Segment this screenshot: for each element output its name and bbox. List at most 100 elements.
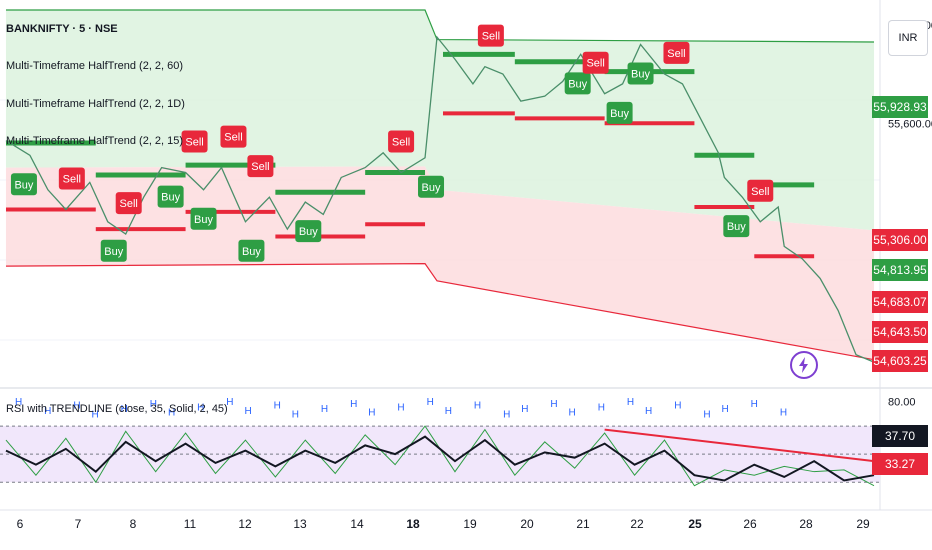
time-tick-label: 11 bbox=[184, 517, 197, 531]
signal-label: Buy bbox=[299, 226, 318, 238]
signal-buy: Buy bbox=[564, 72, 591, 95]
signal-box bbox=[723, 215, 750, 238]
time-tick-label: 8 bbox=[130, 517, 137, 531]
signal-box bbox=[58, 167, 85, 190]
time-tick-label: 7 bbox=[75, 517, 82, 531]
time-tick-label: 26 bbox=[743, 517, 757, 531]
signal-box bbox=[157, 185, 184, 208]
rsi-pivot-high: H bbox=[427, 397, 434, 408]
signal-box bbox=[663, 41, 690, 64]
signal-box bbox=[627, 62, 654, 85]
rsi-pivot-high: H bbox=[368, 408, 375, 419]
signal-box bbox=[10, 173, 37, 196]
time-tick-label: 13 bbox=[293, 517, 307, 531]
signal-label: Sell bbox=[667, 48, 685, 60]
rsi-legend[interactable]: RSI with TRENDLINE (close, 35, Solid, 2,… bbox=[6, 403, 228, 415]
rsi-pivot-high: H bbox=[627, 397, 634, 408]
signal-buy: Buy bbox=[10, 173, 37, 196]
signal-label: Buy bbox=[568, 78, 587, 90]
time-tick-label: 22 bbox=[630, 517, 644, 531]
signal-buy: Buy bbox=[606, 101, 633, 124]
signal-sell: Sell bbox=[582, 51, 609, 74]
signal-buy: Buy bbox=[238, 239, 265, 262]
price-tag: 54,813.95 bbox=[872, 259, 928, 281]
currency-button[interactable]: INR bbox=[888, 20, 928, 56]
ht60-bear-fill bbox=[5, 166, 875, 360]
rsi-pivot-high: H bbox=[150, 399, 157, 410]
time-tick-label: 6 bbox=[17, 517, 24, 531]
signal-label: Sell bbox=[120, 198, 138, 210]
time-tick-label: 20 bbox=[520, 517, 534, 531]
time-tick-label: 28 bbox=[799, 517, 813, 531]
indicator-legend-15[interactable]: Multi-Timeframe HalfTrend (2, 2, 15) bbox=[6, 135, 184, 147]
indicator-legend-1d[interactable]: Multi-Timeframe HalfTrend (2, 2, 1D) bbox=[6, 98, 185, 110]
signal-sell: Sell bbox=[663, 41, 690, 64]
signal-sell: Sell bbox=[247, 155, 274, 178]
signal-label: Buy bbox=[242, 246, 261, 258]
rsi-pivot-high: H bbox=[226, 397, 233, 408]
signal-box bbox=[418, 175, 445, 198]
rsi-trendline bbox=[604, 428, 875, 463]
signal-box bbox=[220, 125, 247, 148]
price-tag: 55,306.00 bbox=[872, 229, 928, 251]
signal-label: Sell bbox=[63, 173, 81, 185]
signal-sell: Sell bbox=[115, 192, 142, 215]
rsi-pivot-high: H bbox=[474, 401, 481, 412]
signal-box bbox=[100, 239, 127, 262]
signal-label: Buy bbox=[422, 182, 441, 194]
time-tick-label: 21 bbox=[576, 517, 590, 531]
rsi-pivot-high: H bbox=[91, 409, 98, 420]
rsi-value-tag: 33.27 bbox=[872, 453, 928, 475]
signal-label: Buy bbox=[194, 214, 213, 226]
time-tick-label: 12 bbox=[238, 517, 252, 531]
signal-label: Buy bbox=[161, 192, 180, 204]
signal-label: Buy bbox=[14, 179, 33, 191]
rsi-pivot-high: H bbox=[780, 408, 787, 419]
signal-box bbox=[477, 24, 504, 47]
signal-sell: Sell bbox=[388, 130, 415, 153]
time-tick-label: 25 bbox=[688, 517, 702, 531]
signal-label: Sell bbox=[586, 58, 604, 70]
rsi-pivot-high: H bbox=[397, 402, 404, 413]
signal-buy: Buy bbox=[100, 239, 127, 262]
symbol-title: BANKNIFTY · 5 · NSE bbox=[6, 23, 118, 35]
signal-sell: Sell bbox=[181, 130, 208, 153]
signal-box bbox=[606, 101, 633, 124]
signal-label: Sell bbox=[751, 186, 769, 198]
signal-sell: Sell bbox=[477, 24, 504, 47]
signal-label: Buy bbox=[104, 246, 123, 258]
indicator-legend-60[interactable]: Multi-Timeframe HalfTrend (2, 2, 60) bbox=[6, 60, 184, 72]
signal-buy: Buy bbox=[190, 207, 217, 230]
rsi-pivot-high: H bbox=[445, 406, 452, 417]
rsi-tick-label: 80.00 bbox=[888, 397, 916, 409]
rsi-pivot-high: H bbox=[350, 399, 357, 410]
signal-box bbox=[190, 207, 217, 230]
lightning-icon[interactable] bbox=[790, 351, 818, 379]
price-tag: 55,928.93 bbox=[872, 96, 928, 118]
rsi-pivot-high: H bbox=[674, 401, 681, 412]
rsi-value-tag: 37.70 bbox=[872, 425, 928, 447]
signal-box bbox=[564, 72, 591, 95]
signal-label: Sell bbox=[185, 137, 203, 149]
signal-sell: Sell bbox=[58, 167, 85, 190]
rsi-pivot-high: H bbox=[550, 399, 557, 410]
price-tick-label: 55,600.00 bbox=[888, 118, 932, 130]
rsi-pivot-high: H bbox=[73, 401, 80, 412]
rsi-pivot-high: H bbox=[121, 404, 128, 415]
rsi-pivot-high: H bbox=[244, 406, 251, 417]
signal-buy: Buy bbox=[295, 220, 322, 243]
signal-box bbox=[247, 155, 274, 178]
signal-label: Buy bbox=[727, 221, 746, 233]
price-tag: 54,643.50 bbox=[872, 321, 928, 343]
rsi-pivot-high: H bbox=[321, 404, 328, 415]
rsi-pivot-high: H bbox=[168, 408, 175, 419]
time-tick-label: 29 bbox=[856, 517, 870, 531]
ht60-upper-line bbox=[5, 9, 875, 43]
signal-buy: Buy bbox=[157, 185, 184, 208]
rsi-pivot-high: H bbox=[44, 406, 51, 417]
ht60-lower-line bbox=[5, 263, 875, 361]
signal-sell: Sell bbox=[220, 125, 247, 148]
rsi-pivot-high: H bbox=[274, 401, 281, 412]
